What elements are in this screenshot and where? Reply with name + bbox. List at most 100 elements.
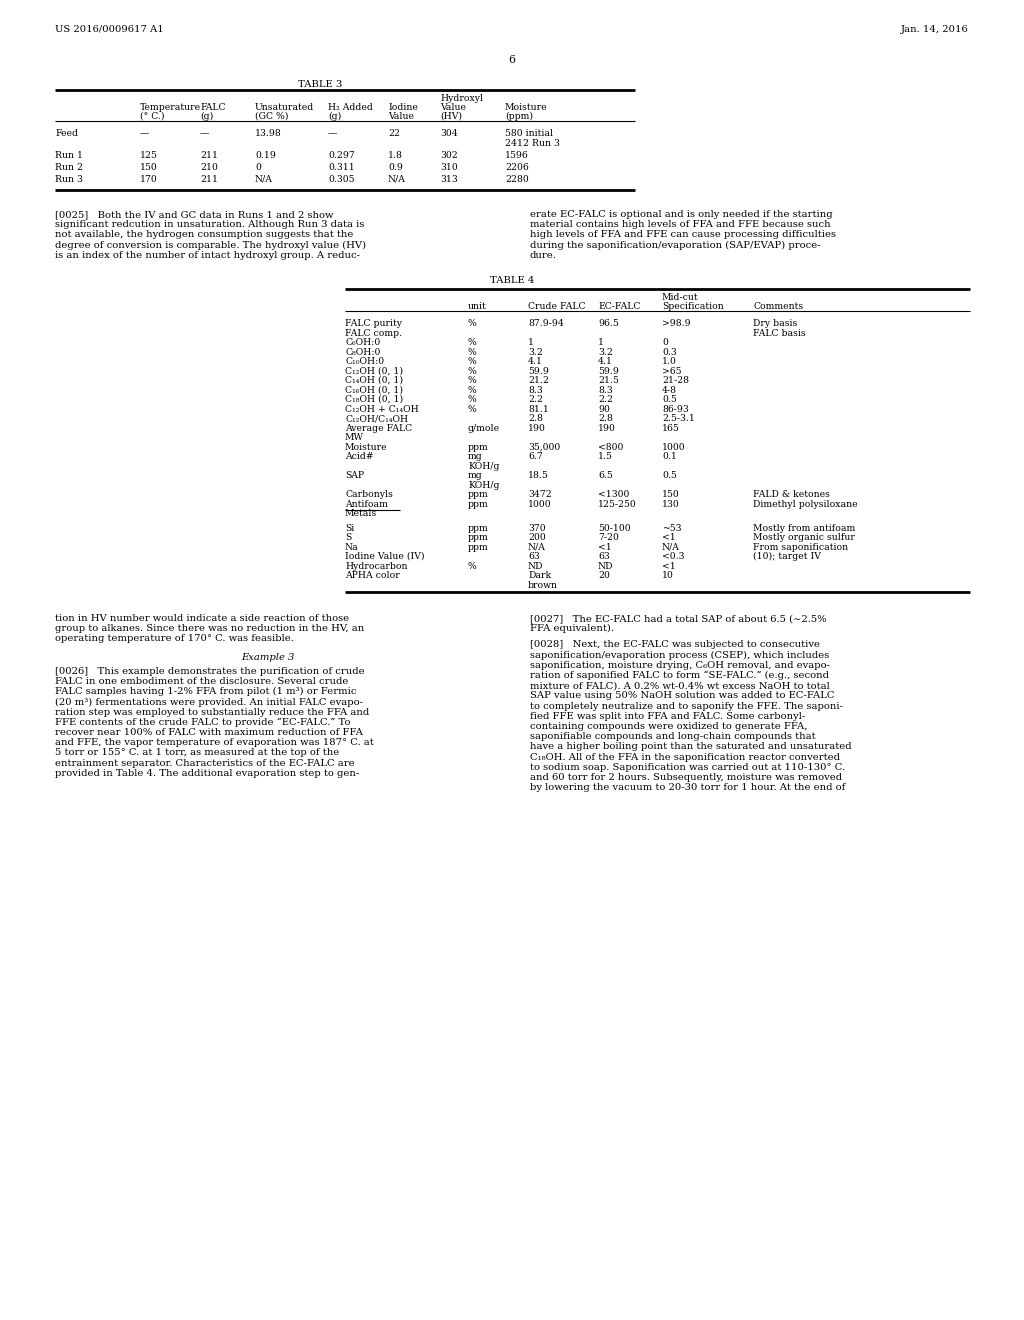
Text: 3472: 3472: [528, 490, 552, 499]
Text: From saponification: From saponification: [753, 543, 848, 552]
Text: Carbonyls: Carbonyls: [345, 490, 393, 499]
Text: FALC purity: FALC purity: [345, 319, 402, 327]
Text: ppm: ppm: [468, 543, 488, 552]
Text: saponification/evaporation process (CSEP), which includes: saponification/evaporation process (CSEP…: [530, 651, 829, 660]
Text: 0.5: 0.5: [662, 395, 677, 404]
Text: 20: 20: [598, 572, 610, 579]
Text: ppm: ppm: [468, 490, 488, 499]
Text: <0.3: <0.3: [662, 552, 684, 561]
Text: by lowering the vacuum to 20-30 torr for 1 hour. At the end of: by lowering the vacuum to 20-30 torr for…: [530, 783, 846, 792]
Text: ND: ND: [528, 561, 544, 570]
Text: and 60 torr for 2 hours. Subsequently, moisture was removed: and 60 torr for 2 hours. Subsequently, m…: [530, 774, 842, 781]
Text: ppm: ppm: [468, 442, 488, 451]
Text: %: %: [468, 561, 477, 570]
Text: Dry basis: Dry basis: [753, 319, 798, 327]
Text: N/A: N/A: [388, 176, 406, 183]
Text: TABLE 4: TABLE 4: [489, 276, 535, 285]
Text: 13.98: 13.98: [255, 129, 282, 139]
Text: 63: 63: [598, 552, 609, 561]
Text: 81.1: 81.1: [528, 404, 549, 413]
Text: unit: unit: [468, 302, 486, 312]
Text: 2.8: 2.8: [528, 414, 543, 422]
Text: 4.1: 4.1: [528, 356, 543, 366]
Text: %: %: [468, 347, 477, 356]
Text: 2.2: 2.2: [598, 395, 613, 404]
Text: Iodine: Iodine: [388, 103, 418, 112]
Text: <1: <1: [598, 543, 611, 552]
Text: C₁₂OH (0, 1): C₁₂OH (0, 1): [345, 367, 403, 375]
Text: %: %: [468, 404, 477, 413]
Text: ~53: ~53: [662, 524, 682, 532]
Text: %: %: [468, 395, 477, 404]
Text: APHA color: APHA color: [345, 572, 399, 579]
Text: %: %: [468, 319, 477, 327]
Text: N/A: N/A: [662, 543, 680, 552]
Text: 8.3: 8.3: [528, 385, 543, 395]
Text: 90: 90: [598, 404, 610, 413]
Text: 125-250: 125-250: [598, 499, 637, 508]
Text: Temperature: Temperature: [140, 103, 201, 112]
Text: to sodium soap. Saponification was carried out at 110-130° C.: to sodium soap. Saponification was carri…: [530, 763, 845, 772]
Text: Mostly from antifoam: Mostly from antifoam: [753, 524, 855, 532]
Text: Na: Na: [345, 543, 358, 552]
Text: 21-28: 21-28: [662, 376, 689, 385]
Text: 211: 211: [200, 176, 218, 183]
Text: C₁₈OH (0, 1): C₁₈OH (0, 1): [345, 395, 403, 404]
Text: 1000: 1000: [528, 499, 552, 508]
Text: 2206: 2206: [505, 162, 528, 172]
Text: <1300: <1300: [598, 490, 630, 499]
Text: (20 m³) fermentations were provided. An initial FALC evapo-: (20 m³) fermentations were provided. An …: [55, 697, 362, 706]
Text: %: %: [468, 376, 477, 385]
Text: Jan. 14, 2016: Jan. 14, 2016: [901, 25, 969, 34]
Text: 5 torr or 155° C. at 1 torr, as measured at the top of the: 5 torr or 155° C. at 1 torr, as measured…: [55, 748, 339, 758]
Text: C₁₈OH. All of the FFA in the saponification reactor converted: C₁₈OH. All of the FFA in the saponificat…: [530, 752, 840, 762]
Text: 0.9: 0.9: [388, 162, 402, 172]
Text: (g): (g): [328, 112, 341, 121]
Text: tion in HV number would indicate a side reaction of those: tion in HV number would indicate a side …: [55, 614, 349, 623]
Text: 150: 150: [662, 490, 680, 499]
Text: Run 1: Run 1: [55, 150, 83, 160]
Text: Crude FALC: Crude FALC: [528, 302, 586, 312]
Text: 59.9: 59.9: [528, 367, 549, 375]
Text: 2412 Run 3: 2412 Run 3: [505, 139, 560, 148]
Text: Example 3: Example 3: [241, 652, 294, 661]
Text: SAP value using 50% NaOH solution was added to EC-FALC: SAP value using 50% NaOH solution was ad…: [530, 692, 835, 701]
Text: Run 2: Run 2: [55, 162, 83, 172]
Text: C₁₂OH/C₁₄OH: C₁₂OH/C₁₄OH: [345, 414, 409, 422]
Text: ppm: ppm: [468, 499, 488, 508]
Text: 63: 63: [528, 552, 540, 561]
Text: 6.7: 6.7: [528, 451, 543, 461]
Text: <1: <1: [662, 561, 676, 570]
Text: [0025]   Both the IV and GC data in Runs 1 and 2 show: [0025] Both the IV and GC data in Runs 1…: [55, 210, 334, 219]
Text: Si: Si: [345, 524, 354, 532]
Text: 0.1: 0.1: [662, 451, 677, 461]
Text: (g): (g): [200, 112, 213, 121]
Text: mixture of FALC). A 0.2% wt-0.4% wt excess NaOH to total: mixture of FALC). A 0.2% wt-0.4% wt exce…: [530, 681, 829, 690]
Text: not available, the hydrogen consumption suggests that the: not available, the hydrogen consumption …: [55, 231, 353, 239]
Text: EC-FALC: EC-FALC: [598, 302, 640, 312]
Text: 0.19: 0.19: [255, 150, 275, 160]
Text: FALC basis: FALC basis: [753, 329, 806, 338]
Text: 210: 210: [200, 162, 218, 172]
Text: 21.5: 21.5: [598, 376, 618, 385]
Text: 1.8: 1.8: [388, 150, 402, 160]
Text: 190: 190: [598, 424, 615, 433]
Text: 304: 304: [440, 129, 458, 139]
Text: 150: 150: [140, 162, 158, 172]
Text: ration step was employed to substantially reduce the FFA and: ration step was employed to substantiall…: [55, 708, 370, 717]
Text: C₁₄OH (0, 1): C₁₄OH (0, 1): [345, 376, 403, 385]
Text: Value: Value: [440, 103, 466, 112]
Text: high levels of FFA and FFE can cause processing difficulties: high levels of FFA and FFE can cause pro…: [530, 231, 836, 239]
Text: 0.5: 0.5: [662, 471, 677, 480]
Text: 86-93: 86-93: [662, 404, 689, 413]
Text: Run 3: Run 3: [55, 176, 83, 183]
Text: Mostly organic sulfur: Mostly organic sulfur: [753, 533, 855, 543]
Text: saponifiable compounds and long-chain compounds that: saponifiable compounds and long-chain co…: [530, 733, 816, 742]
Text: mg: mg: [468, 451, 482, 461]
Text: Metals: Metals: [345, 510, 377, 517]
Text: material contains high levels of FFA and FFE because such: material contains high levels of FFA and…: [530, 220, 830, 230]
Text: Unsaturated: Unsaturated: [255, 103, 314, 112]
Text: N/A: N/A: [528, 543, 546, 552]
Text: S: S: [345, 533, 351, 543]
Text: 3.2: 3.2: [528, 347, 543, 356]
